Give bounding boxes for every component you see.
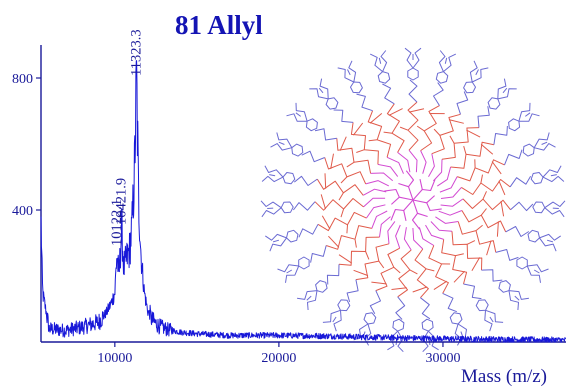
y-tick-label: 800 (12, 72, 33, 87)
x-tick-label: 10000 (97, 351, 132, 366)
spectrum-line (40, 60, 567, 343)
chart-title: 81 Allyl (175, 10, 263, 40)
peak-label: 11323.3 (129, 29, 145, 76)
dendrimer-structure-diagram (260, 47, 566, 353)
y-tick-label: 400 (12, 204, 33, 219)
peak-label: 10122.1 (109, 199, 125, 246)
peak-label: 10421.9 (114, 178, 130, 225)
x-tick-label: 20000 (261, 351, 296, 366)
x-tick-label: 30000 (425, 351, 460, 366)
axis-ticks: 10000 20000 30000 400 800 (12, 72, 460, 366)
x-axis-label: Mass (m/z) (461, 366, 547, 387)
